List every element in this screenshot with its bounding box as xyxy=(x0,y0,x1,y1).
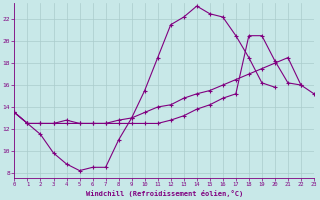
X-axis label: Windchill (Refroidissement éolien,°C): Windchill (Refroidissement éolien,°C) xyxy=(85,190,243,197)
